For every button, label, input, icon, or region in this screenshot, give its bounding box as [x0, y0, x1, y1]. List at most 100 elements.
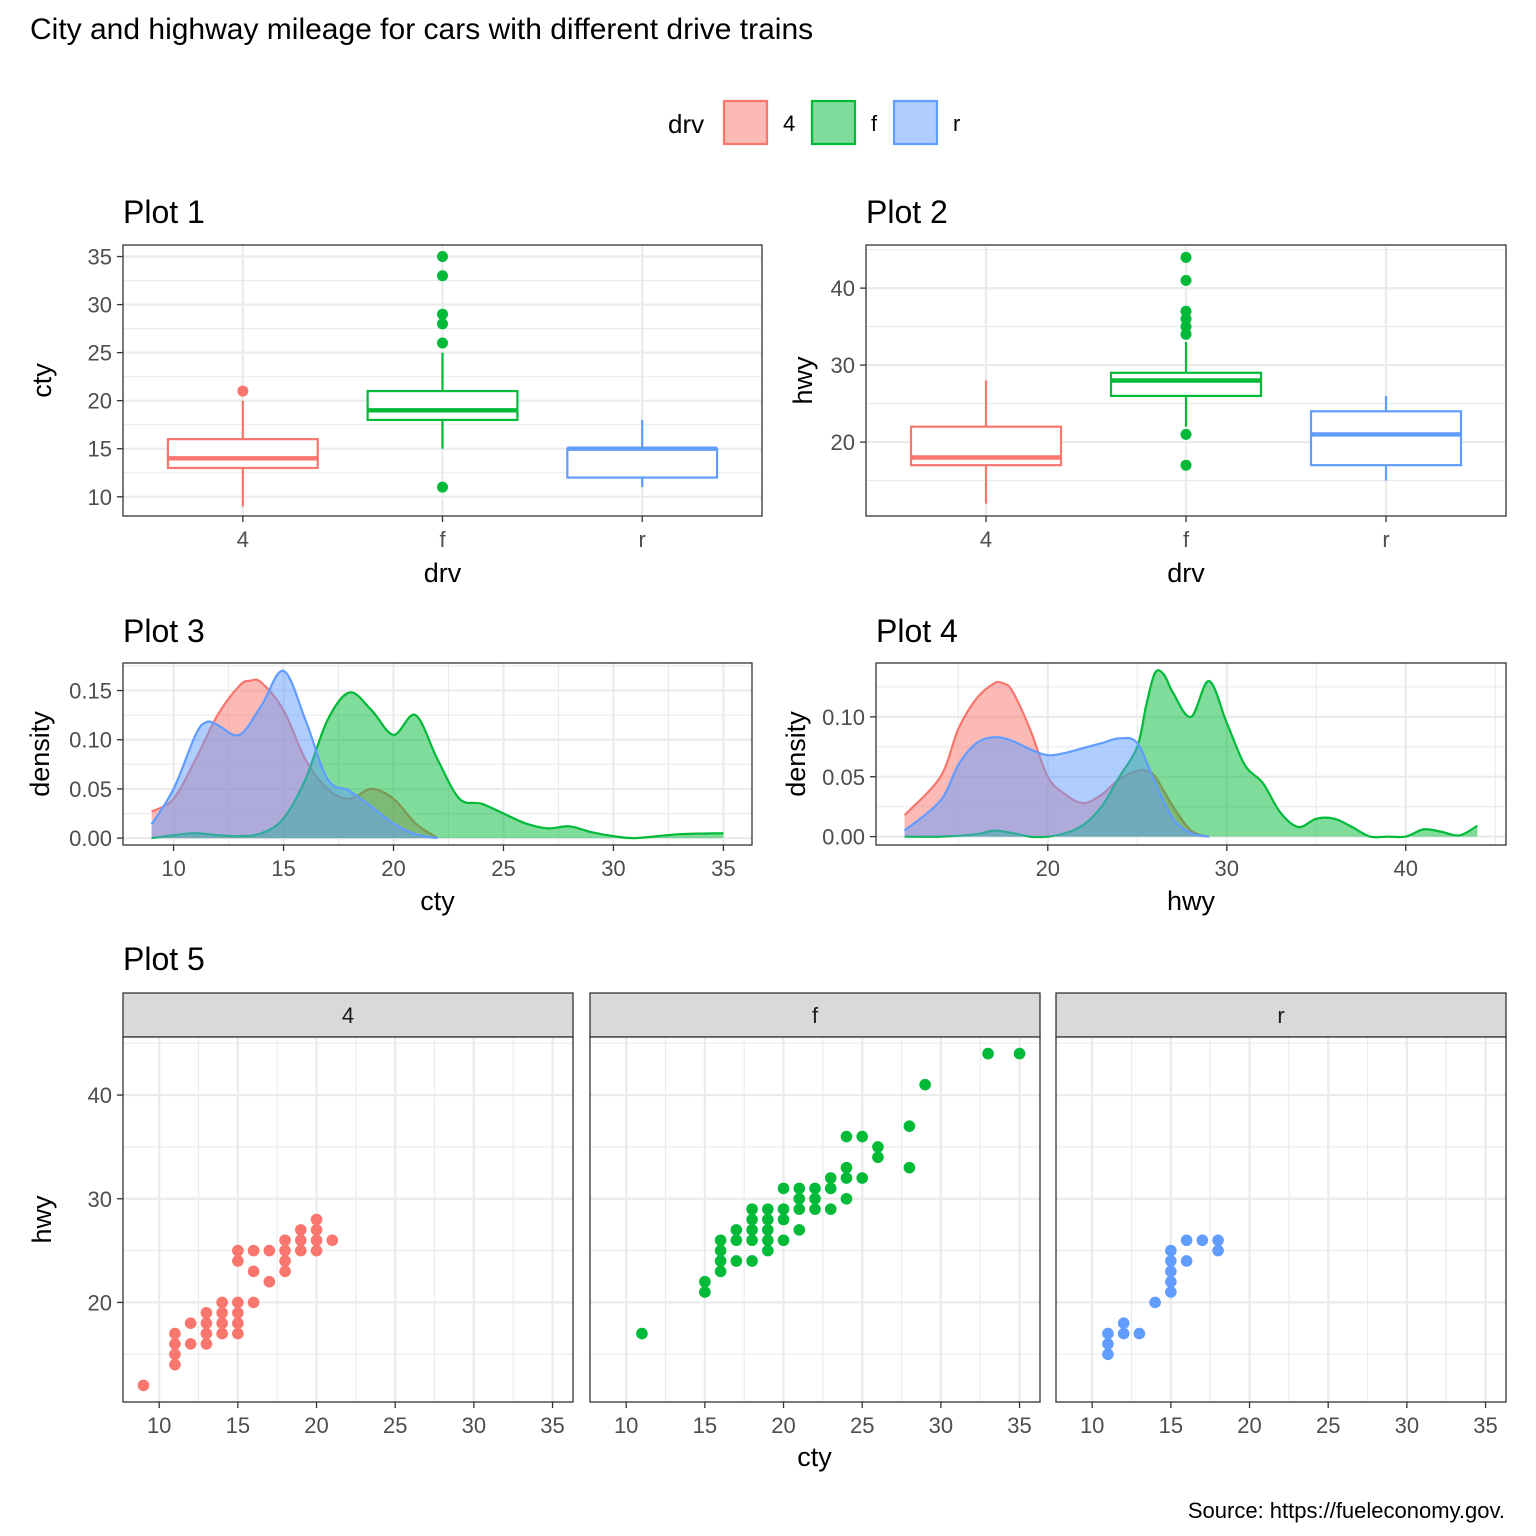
- plot5-point: [294, 1234, 307, 1247]
- plot5-ytick-label: 40: [88, 1083, 112, 1108]
- plot1-xtick-label: r: [639, 527, 646, 552]
- plots-area: 4 f r 10 15 20 25 30 35 Plot 1 drv cty 4 f r 20 30 40 Plot…: [25, 194, 1507, 1472]
- plot5-point: [1102, 1338, 1114, 1350]
- plot5-point: [247, 1244, 260, 1257]
- plot5-ytick-label: 30: [88, 1187, 112, 1212]
- plot4-ytick-label: 0.05: [822, 765, 865, 790]
- plot1-ytick-label: 20: [88, 389, 112, 414]
- plot5-point: [310, 1234, 323, 1247]
- plot5-xtick-label: 25: [1316, 1413, 1340, 1438]
- plot5-point: [777, 1213, 790, 1226]
- plot1-ytick-label: 25: [88, 341, 112, 366]
- plot3-xtick-label: 20: [381, 856, 405, 881]
- plot5-point: [184, 1338, 197, 1350]
- plot5-point: [310, 1224, 323, 1236]
- plot5-ytick-label: 20: [88, 1290, 112, 1315]
- plot5-point: [824, 1203, 837, 1215]
- plot1-ytick-label: 10: [88, 485, 112, 510]
- plot5-xtick-label: 10: [614, 1413, 638, 1438]
- plot5-point: [872, 1141, 884, 1153]
- plot5-point: [777, 1203, 790, 1215]
- plot5-point: [746, 1203, 758, 1215]
- plot4-density-area-f: [904, 670, 1478, 838]
- plot2-ytick-label: 20: [831, 430, 855, 455]
- plot3-xtick-label: 10: [161, 856, 185, 881]
- plot2-xtick-label: 4: [980, 527, 992, 552]
- plot5-point: [840, 1172, 853, 1184]
- plot5-point: [793, 1192, 806, 1205]
- plot2-box-f: [1109, 251, 1263, 471]
- plot5-point: [1133, 1327, 1146, 1340]
- plot3-xtick-label: 30: [601, 856, 625, 881]
- plot5-point: [216, 1296, 228, 1309]
- plot5-point: [232, 1317, 244, 1329]
- plot5-point: [714, 1244, 727, 1257]
- plot1-box-r: [566, 419, 719, 488]
- plot5-point: [294, 1224, 307, 1236]
- plot2-outlier: [1180, 428, 1192, 440]
- plot5-point: [730, 1234, 743, 1247]
- plot5-point: [793, 1224, 806, 1236]
- plot5-point: [169, 1358, 181, 1371]
- plot2: 4 f r 20 30 40 Plot 2 drv hwy: [788, 194, 1507, 588]
- plot1-outlier: [437, 308, 448, 320]
- plot5-point: [1165, 1265, 1177, 1278]
- plot5-point: [777, 1182, 790, 1195]
- legend: drv 4 f r: [668, 99, 960, 146]
- plot5-xtick-label: 20: [771, 1413, 795, 1438]
- plot5-xtick-label: 15: [693, 1413, 717, 1438]
- plot5-point: [824, 1182, 837, 1195]
- plot5-point: [714, 1265, 727, 1278]
- plot5-point: [200, 1338, 213, 1350]
- plot5-xtick-label: 15: [1159, 1413, 1183, 1438]
- plot5-title: Plot 5: [123, 941, 205, 977]
- plot5-strip-label-f: f: [812, 1003, 819, 1028]
- plot5-point: [1212, 1244, 1224, 1257]
- figure-caption: Source: https://fueleconomy.gov.: [1188, 1498, 1505, 1523]
- plot3-ylabel: density: [25, 711, 55, 797]
- plot5-point: [761, 1203, 774, 1215]
- plot5-xtick-label: 35: [1007, 1413, 1031, 1438]
- plot4-ylabel: density: [781, 711, 811, 797]
- plot2-ytick-label: 30: [831, 353, 855, 378]
- plot2-outlier: [1180, 459, 1192, 471]
- plot5-point: [809, 1192, 821, 1205]
- plot5-point: [263, 1275, 276, 1288]
- plot2-outlier: [1180, 305, 1192, 317]
- plot5: 4 10 15 20 25 30 35 20 30 40 f 10 15 20 25 30 35 r 10 15 20 2…: [27, 941, 1507, 1472]
- legend-item-f: f: [810, 99, 878, 146]
- plot5-point: [169, 1348, 181, 1361]
- plot4-ytick-label: 0.00: [822, 825, 865, 850]
- plot5-point: [1165, 1275, 1177, 1288]
- plot5-point: [856, 1130, 869, 1143]
- plot5-point: [232, 1327, 244, 1340]
- plot5-point: [746, 1224, 758, 1236]
- plot5-point: [919, 1078, 931, 1091]
- plot5-point: [793, 1182, 806, 1195]
- plot2-box-4: [909, 380, 1063, 504]
- plot3-xtick-label: 25: [491, 856, 515, 881]
- plot5-point: [1180, 1234, 1193, 1247]
- legend-item-r: r: [892, 99, 960, 146]
- plot1-box-4: [166, 385, 319, 507]
- plot5-point: [1117, 1327, 1130, 1340]
- plot5-point: [216, 1307, 228, 1319]
- plot5-point: [730, 1224, 743, 1236]
- plot5-strip-f: [589, 992, 1041, 1038]
- plot5-point: [903, 1161, 916, 1174]
- plot5-point: [840, 1192, 853, 1205]
- plot5-point: [761, 1244, 774, 1257]
- plot1-outlier: [437, 251, 448, 263]
- plot5-point: [1212, 1234, 1224, 1247]
- plot5-point: [232, 1244, 244, 1257]
- plot5-strip-4: [122, 992, 574, 1038]
- plot5-point: [169, 1327, 181, 1340]
- plot1-xlabel: drv: [424, 558, 462, 588]
- plot5-point: [840, 1161, 853, 1174]
- plot3-density-area-r: [151, 670, 438, 839]
- plot5-point: [200, 1317, 213, 1329]
- plot5-xtick-label: 30: [462, 1413, 486, 1438]
- plot5-point: [279, 1265, 291, 1278]
- plot4-xtick-label: 20: [1036, 856, 1060, 881]
- plot2-outlier: [1180, 313, 1192, 325]
